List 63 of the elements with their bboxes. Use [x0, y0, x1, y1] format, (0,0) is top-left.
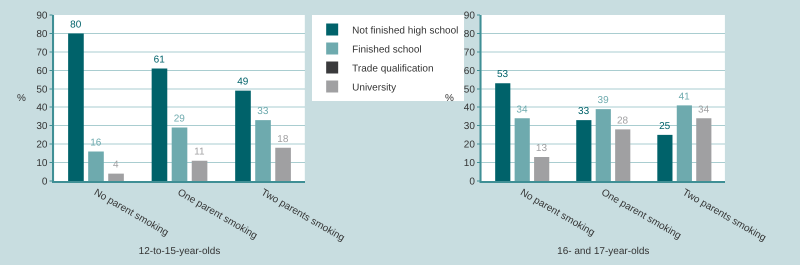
bar [615, 129, 630, 181]
x-axis-title: 12-to-15-year-olds [138, 246, 220, 257]
y-tick-label: 80 [36, 28, 48, 40]
y-tick-label: 60 [36, 66, 48, 77]
data-label: 11 [194, 146, 205, 158]
bar [88, 151, 104, 181]
x-axis-title: 16- and 17-year-olds [557, 246, 650, 257]
data-label: 53 [496, 69, 509, 80]
y-tick-label: 50 [36, 84, 48, 96]
data-label: 49 [237, 76, 249, 88]
bar [68, 33, 84, 181]
data-label: 33 [257, 106, 269, 118]
y-tick-label: 90 [464, 10, 476, 22]
legend-label: Trade qualification [352, 63, 434, 74]
y-axis-title: % [445, 93, 454, 104]
bar [596, 109, 611, 181]
bar [192, 160, 208, 181]
legend-label: University [352, 82, 396, 94]
y-tick-label: 0 [42, 176, 48, 188]
data-label: 41 [678, 91, 690, 102]
y-tick-label: 80 [464, 28, 476, 40]
data-label: 39 [598, 95, 610, 106]
y-tick-label: 10 [36, 158, 48, 170]
y-axis-title: % [17, 93, 26, 104]
y-tick-label: 60 [464, 66, 476, 77]
bar [495, 83, 510, 181]
y-tick-label: 70 [464, 47, 476, 58]
data-label: 29 [174, 114, 186, 125]
y-tick-label: 70 [36, 47, 48, 58]
legend-label: Finished school [352, 44, 422, 56]
bar [172, 128, 188, 181]
y-tick-label: 20 [464, 140, 476, 151]
data-label: 28 [616, 115, 629, 126]
y-tick-label: 90 [36, 10, 48, 22]
bar [235, 90, 251, 181]
bar [275, 148, 291, 181]
y-tick-label: 50 [464, 84, 476, 96]
y-tick-label: 30 [464, 121, 476, 132]
bar [514, 118, 530, 181]
data-label: 34 [698, 104, 710, 116]
bar [657, 134, 672, 181]
bar [534, 157, 550, 181]
bar [676, 105, 692, 181]
bar [255, 120, 271, 181]
data-label: 80 [70, 19, 82, 30]
data-label: 33 [578, 106, 590, 118]
data-label: 25 [659, 120, 671, 132]
y-tick-label: 20 [36, 140, 48, 151]
y-tick-label: 40 [36, 102, 48, 114]
bar [108, 174, 124, 181]
bar [576, 120, 592, 181]
data-label: 18 [277, 134, 289, 145]
y-tick-label: 30 [36, 121, 48, 132]
bar [696, 118, 712, 181]
data-label: 13 [536, 143, 548, 154]
bar [152, 68, 168, 181]
y-tick-label: 40 [464, 102, 476, 114]
y-tick-label: 0 [469, 176, 476, 188]
y-tick-label: 10 [464, 158, 476, 170]
data-label: 61 [154, 54, 166, 66]
data-label: 34 [516, 104, 528, 116]
legend-label: Not finished high school [352, 25, 458, 36]
data-label: 4 [113, 160, 120, 171]
